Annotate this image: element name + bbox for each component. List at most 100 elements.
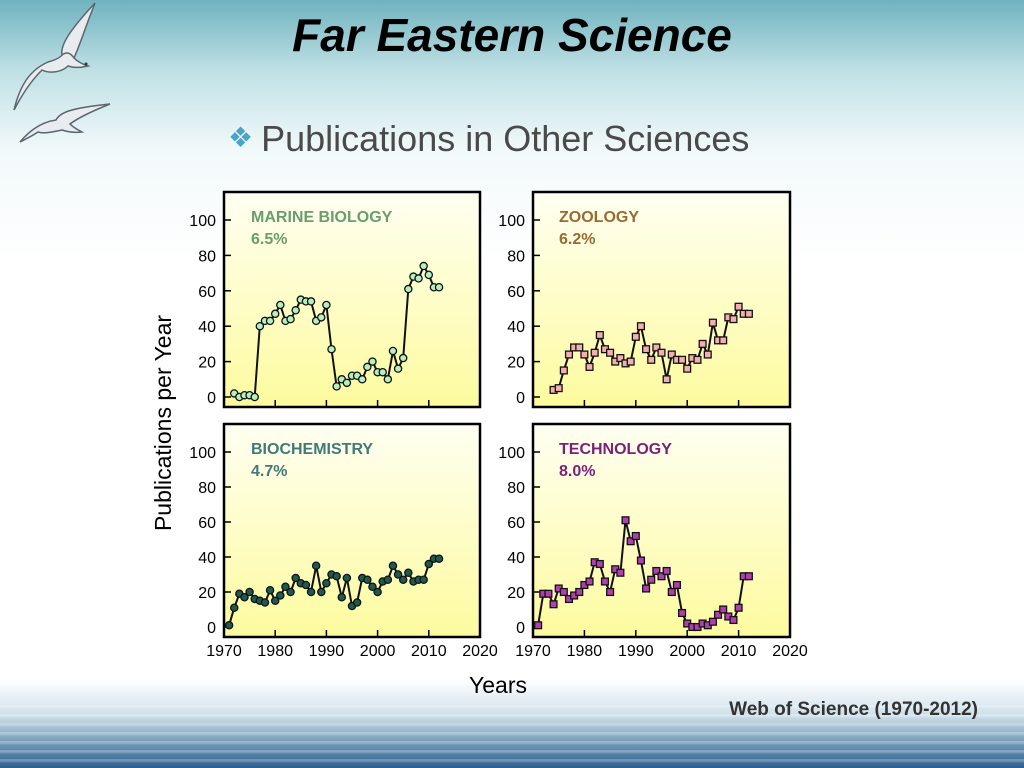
panel-title: ZOOLOGY — [559, 209, 639, 226]
data-point — [368, 582, 377, 592]
data-point — [636, 556, 645, 565]
data-point — [708, 318, 717, 327]
data-point — [657, 572, 666, 581]
data-point — [414, 274, 423, 283]
data-point — [683, 364, 692, 373]
x-tick-label: 1980 — [257, 643, 293, 660]
data-point — [606, 348, 615, 357]
data-point — [311, 561, 321, 571]
y-tick-label: 60 — [507, 515, 525, 532]
panel-share: 6.5% — [251, 231, 287, 248]
data-point — [621, 516, 630, 525]
panel-title: BIOCHEMISTRY — [251, 441, 373, 458]
data-point — [678, 608, 687, 618]
data-point — [245, 587, 254, 597]
subtitle-text: Publications in Other Sciences — [261, 118, 750, 159]
y-tick-label: 0 — [516, 620, 525, 637]
data-point — [672, 580, 681, 590]
data-point — [606, 587, 615, 597]
data-point — [373, 587, 382, 597]
data-point — [667, 587, 676, 597]
data-point — [678, 355, 687, 364]
y-tick-label: 60 — [198, 515, 216, 532]
data-point — [657, 348, 666, 357]
x-tick-label: 1970 — [515, 643, 551, 660]
x-tick-label: 2020 — [462, 643, 498, 660]
data-point — [434, 554, 444, 564]
panel-title: MARINE BIOLOGY — [251, 209, 393, 226]
data-point — [342, 378, 352, 388]
data-point — [642, 584, 651, 593]
data-point — [342, 573, 352, 583]
data-point — [270, 309, 280, 319]
data-point — [286, 314, 295, 324]
data-point — [327, 344, 336, 354]
data-point — [332, 572, 341, 581]
data-point — [240, 593, 249, 602]
data-point — [388, 346, 398, 356]
y-tick-label: 20 — [507, 355, 525, 372]
data-point — [378, 367, 387, 377]
chart-panel-marine-biology: 0 20 40 60 80 100 MARINE BIOLOGY 6.5% — [189, 190, 482, 409]
y-tick-label: 40 — [507, 319, 525, 336]
y-tick-label: 80 — [198, 248, 216, 265]
data-point — [616, 568, 625, 577]
x-tick-label: 2010 — [721, 643, 757, 660]
slide-title: Far Eastern Science — [292, 9, 732, 61]
data-point — [424, 559, 434, 569]
data-point — [229, 603, 239, 613]
y-tick-label: 100 — [498, 445, 525, 462]
data-point — [734, 603, 743, 612]
y-tick-label: 0 — [207, 620, 216, 637]
data-point — [662, 566, 671, 576]
sea-decoration — [0, 705, 1024, 768]
y-tick-label: 80 — [507, 480, 525, 497]
data-point — [729, 315, 738, 324]
y-tick-label: 100 — [189, 213, 216, 230]
data-point — [419, 575, 428, 585]
chart-panel-zoology: 0 20 40 60 80 100 ZOOLOGY 6.2% — [498, 190, 792, 409]
data-point — [595, 330, 604, 340]
data-point — [393, 570, 403, 579]
data-point — [636, 322, 645, 331]
data-point — [322, 579, 331, 588]
data-point — [719, 336, 728, 345]
data-point — [398, 575, 408, 585]
data-point — [590, 348, 599, 357]
x-tick-label: 1990 — [618, 643, 654, 660]
y-tick-label: 0 — [516, 390, 525, 407]
data-point — [383, 375, 393, 384]
data-point — [388, 561, 398, 571]
data-point — [419, 261, 428, 271]
y-axis-title: Publications per Year — [150, 315, 176, 531]
x-tick-label: 2000 — [360, 643, 396, 660]
data-point — [729, 615, 738, 625]
data-point — [564, 350, 574, 359]
chart-panel-biochemistry: 0 20 40 60 80 100 1970 1980 1990 2000 2010 2020 BIOC… — [189, 422, 498, 660]
data-point — [434, 283, 444, 292]
data-point — [398, 353, 408, 363]
data-point — [647, 575, 656, 584]
data-point — [363, 575, 372, 585]
diamond-bullet-icon: ❖ — [228, 122, 254, 153]
data-point — [357, 375, 367, 384]
seagull-icon — [13, 2, 111, 143]
data-point — [631, 531, 640, 541]
data-point — [424, 270, 434, 280]
data-point — [224, 621, 234, 630]
data-point — [534, 621, 543, 630]
data-point — [549, 600, 558, 609]
panel-share: 4.7% — [251, 463, 287, 480]
y-tick-label: 80 — [198, 480, 216, 497]
y-tick-label: 40 — [198, 319, 216, 336]
data-point — [626, 357, 635, 366]
slide-subtitle: ❖ Publications in Other Sciences — [228, 118, 749, 160]
data-point — [322, 300, 331, 310]
data-point — [626, 537, 635, 546]
data-point — [404, 284, 413, 294]
data-point — [744, 309, 753, 318]
source-citation: Web of Science (1970-2012) — [729, 699, 978, 720]
data-point — [337, 593, 347, 602]
data-point — [744, 572, 753, 581]
